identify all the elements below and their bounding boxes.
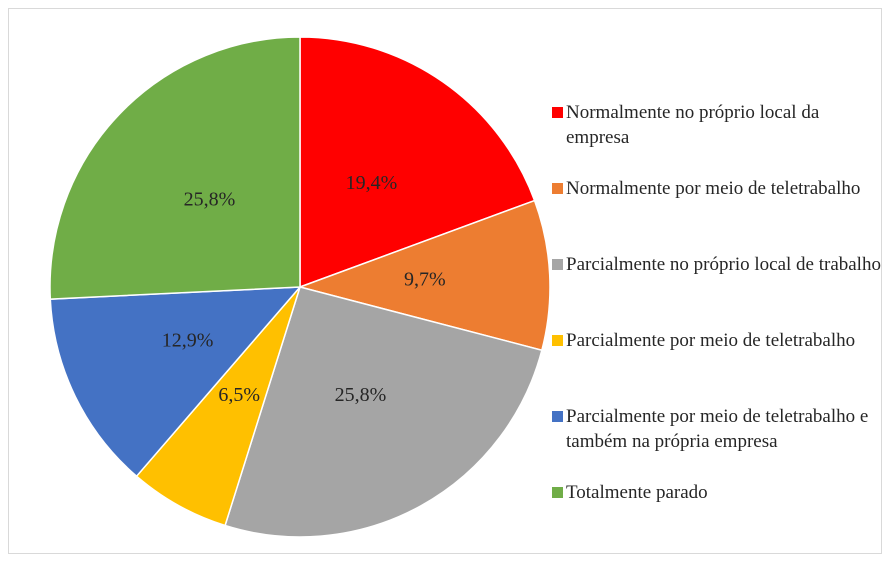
legend-swatch bbox=[552, 335, 563, 346]
legend-label: Totalmente parado bbox=[566, 482, 708, 503]
pie-slice bbox=[297, 199, 551, 352]
legend-swatch bbox=[552, 259, 563, 270]
legend-swatch bbox=[552, 183, 563, 194]
chart-frame bbox=[8, 8, 882, 554]
legend-swatch bbox=[552, 107, 563, 118]
pie-slice bbox=[224, 286, 543, 538]
legend-label: Normalmente por meio de teletrabalho bbox=[566, 178, 861, 199]
legend-label: Parcialmente por meio de teletrabalho e … bbox=[566, 406, 869, 452]
pie-slice bbox=[299, 36, 536, 289]
legend-swatch bbox=[552, 487, 563, 498]
data-label: 25,8% bbox=[335, 384, 387, 406]
legend-label: Parcialmente por meio de teletrabalho bbox=[566, 330, 856, 351]
legend-label: Normalmente no próprio local da empresa bbox=[566, 102, 820, 148]
legend-label: Parcialmente no próprio local de trabalh… bbox=[566, 254, 881, 275]
data-label: 9,7% bbox=[404, 269, 446, 291]
pie-slice bbox=[49, 36, 301, 300]
data-label: 12,9% bbox=[162, 329, 214, 351]
data-label: 19,4% bbox=[346, 172, 398, 194]
data-label: 25,8% bbox=[184, 188, 236, 210]
pie-slice bbox=[49, 286, 302, 478]
data-label: 6,5% bbox=[218, 384, 260, 406]
legend-swatch bbox=[552, 411, 563, 422]
